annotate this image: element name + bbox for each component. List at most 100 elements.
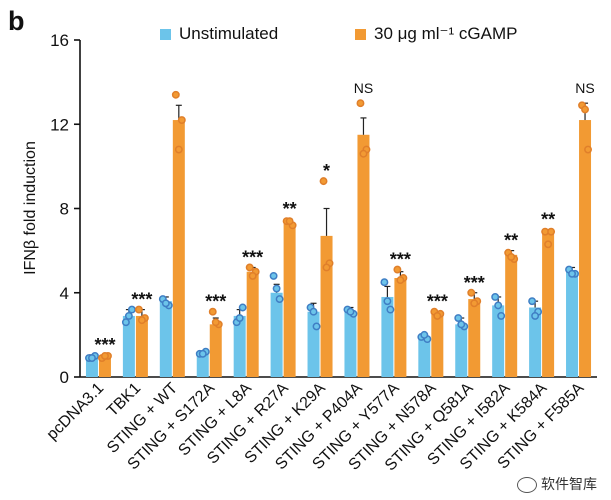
data-point xyxy=(235,314,244,322)
bar xyxy=(159,301,172,377)
data-points xyxy=(85,90,592,362)
data-point xyxy=(171,90,180,99)
legend-entry-cgamp: 30 μg ml⁻¹ cGAMP xyxy=(355,24,517,44)
bar xyxy=(307,311,320,377)
bar xyxy=(468,299,481,377)
data-point xyxy=(491,293,500,301)
significance-label: *** xyxy=(94,335,115,355)
data-point xyxy=(346,307,355,316)
data-point xyxy=(275,295,284,304)
data-point xyxy=(356,99,365,108)
bar xyxy=(431,313,444,377)
data-point xyxy=(581,105,589,114)
legend-label-cgamp: 30 μg ml⁻¹ cGAMP xyxy=(374,24,518,43)
bars xyxy=(85,102,592,377)
data-point xyxy=(531,311,540,320)
bar xyxy=(172,120,185,377)
bar xyxy=(455,324,468,377)
x-tick-label: pcDNA3.1 xyxy=(44,380,108,444)
significance-label: *** xyxy=(205,292,226,312)
significance-label: *** xyxy=(427,292,448,312)
bar xyxy=(233,315,246,377)
bar xyxy=(270,292,283,377)
data-point xyxy=(547,227,556,236)
bar xyxy=(283,223,296,377)
watermark-text: 软件智库 xyxy=(541,476,597,492)
legend-swatch-unstimulated xyxy=(160,29,171,41)
y-tick-label: 0 xyxy=(60,368,69,387)
bar xyxy=(394,278,407,377)
data-point xyxy=(161,299,170,308)
data-point xyxy=(121,318,130,327)
data-point xyxy=(137,316,146,325)
significance-label: *** xyxy=(242,247,263,267)
significance-label: *** xyxy=(131,290,152,310)
y-tick-label: 4 xyxy=(60,284,69,303)
data-point xyxy=(177,116,186,124)
data-point xyxy=(248,271,257,280)
legend-label-unstimulated: Unstimulated xyxy=(179,24,279,43)
data-point xyxy=(319,177,328,186)
data-point xyxy=(507,252,516,261)
y-tick-label: 8 xyxy=(60,200,69,219)
bar xyxy=(135,315,148,377)
data-point xyxy=(454,314,463,322)
bar xyxy=(196,353,209,377)
bar xyxy=(505,254,518,377)
bar xyxy=(381,296,394,377)
data-point xyxy=(380,278,389,287)
data-point xyxy=(208,307,217,316)
data-point xyxy=(238,303,247,312)
data-point xyxy=(269,271,278,280)
bar xyxy=(320,235,333,377)
data-point xyxy=(174,145,183,154)
data-point xyxy=(433,311,442,320)
data-point xyxy=(101,351,109,360)
significance-label: ** xyxy=(541,210,555,230)
data-point xyxy=(309,307,318,316)
legend-swatch-cgamp xyxy=(355,29,366,41)
y-tick-label: 12 xyxy=(50,115,69,134)
significance-label: *** xyxy=(390,250,411,270)
legend-entry-unstimulated: Unstimulated xyxy=(160,24,278,44)
data-point xyxy=(467,288,476,297)
bar xyxy=(542,233,555,377)
significance-label: ** xyxy=(504,231,518,251)
watermark: 软件智库 xyxy=(517,474,597,494)
significance-label: ** xyxy=(283,199,297,219)
data-point xyxy=(245,263,254,272)
y-axis-label: IFNβ fold induction xyxy=(22,141,39,275)
bar xyxy=(566,271,579,377)
bar xyxy=(357,134,370,377)
data-point xyxy=(198,349,207,358)
bar xyxy=(344,311,357,377)
bar xyxy=(209,324,222,377)
panel-label: b xyxy=(8,6,25,36)
data-point xyxy=(396,276,405,285)
bar xyxy=(418,336,431,377)
significance-label: NS xyxy=(354,80,373,96)
data-point xyxy=(211,318,220,327)
bar xyxy=(579,120,592,377)
data-point xyxy=(272,284,281,293)
data-point xyxy=(544,240,553,249)
data-point xyxy=(386,305,395,314)
data-point xyxy=(528,297,537,306)
data-point xyxy=(470,299,479,308)
data-point xyxy=(383,297,392,306)
data-point xyxy=(312,322,321,331)
bar xyxy=(492,305,505,377)
data-point xyxy=(568,269,576,278)
data-point xyxy=(88,354,96,362)
data-point xyxy=(124,311,133,320)
y-tick-label: 16 xyxy=(50,31,69,50)
bar xyxy=(122,315,135,377)
data-point xyxy=(393,265,402,274)
data-point xyxy=(494,301,503,310)
data-point xyxy=(322,263,331,272)
bar xyxy=(246,271,259,377)
data-point xyxy=(497,311,506,320)
data-point xyxy=(134,305,143,314)
